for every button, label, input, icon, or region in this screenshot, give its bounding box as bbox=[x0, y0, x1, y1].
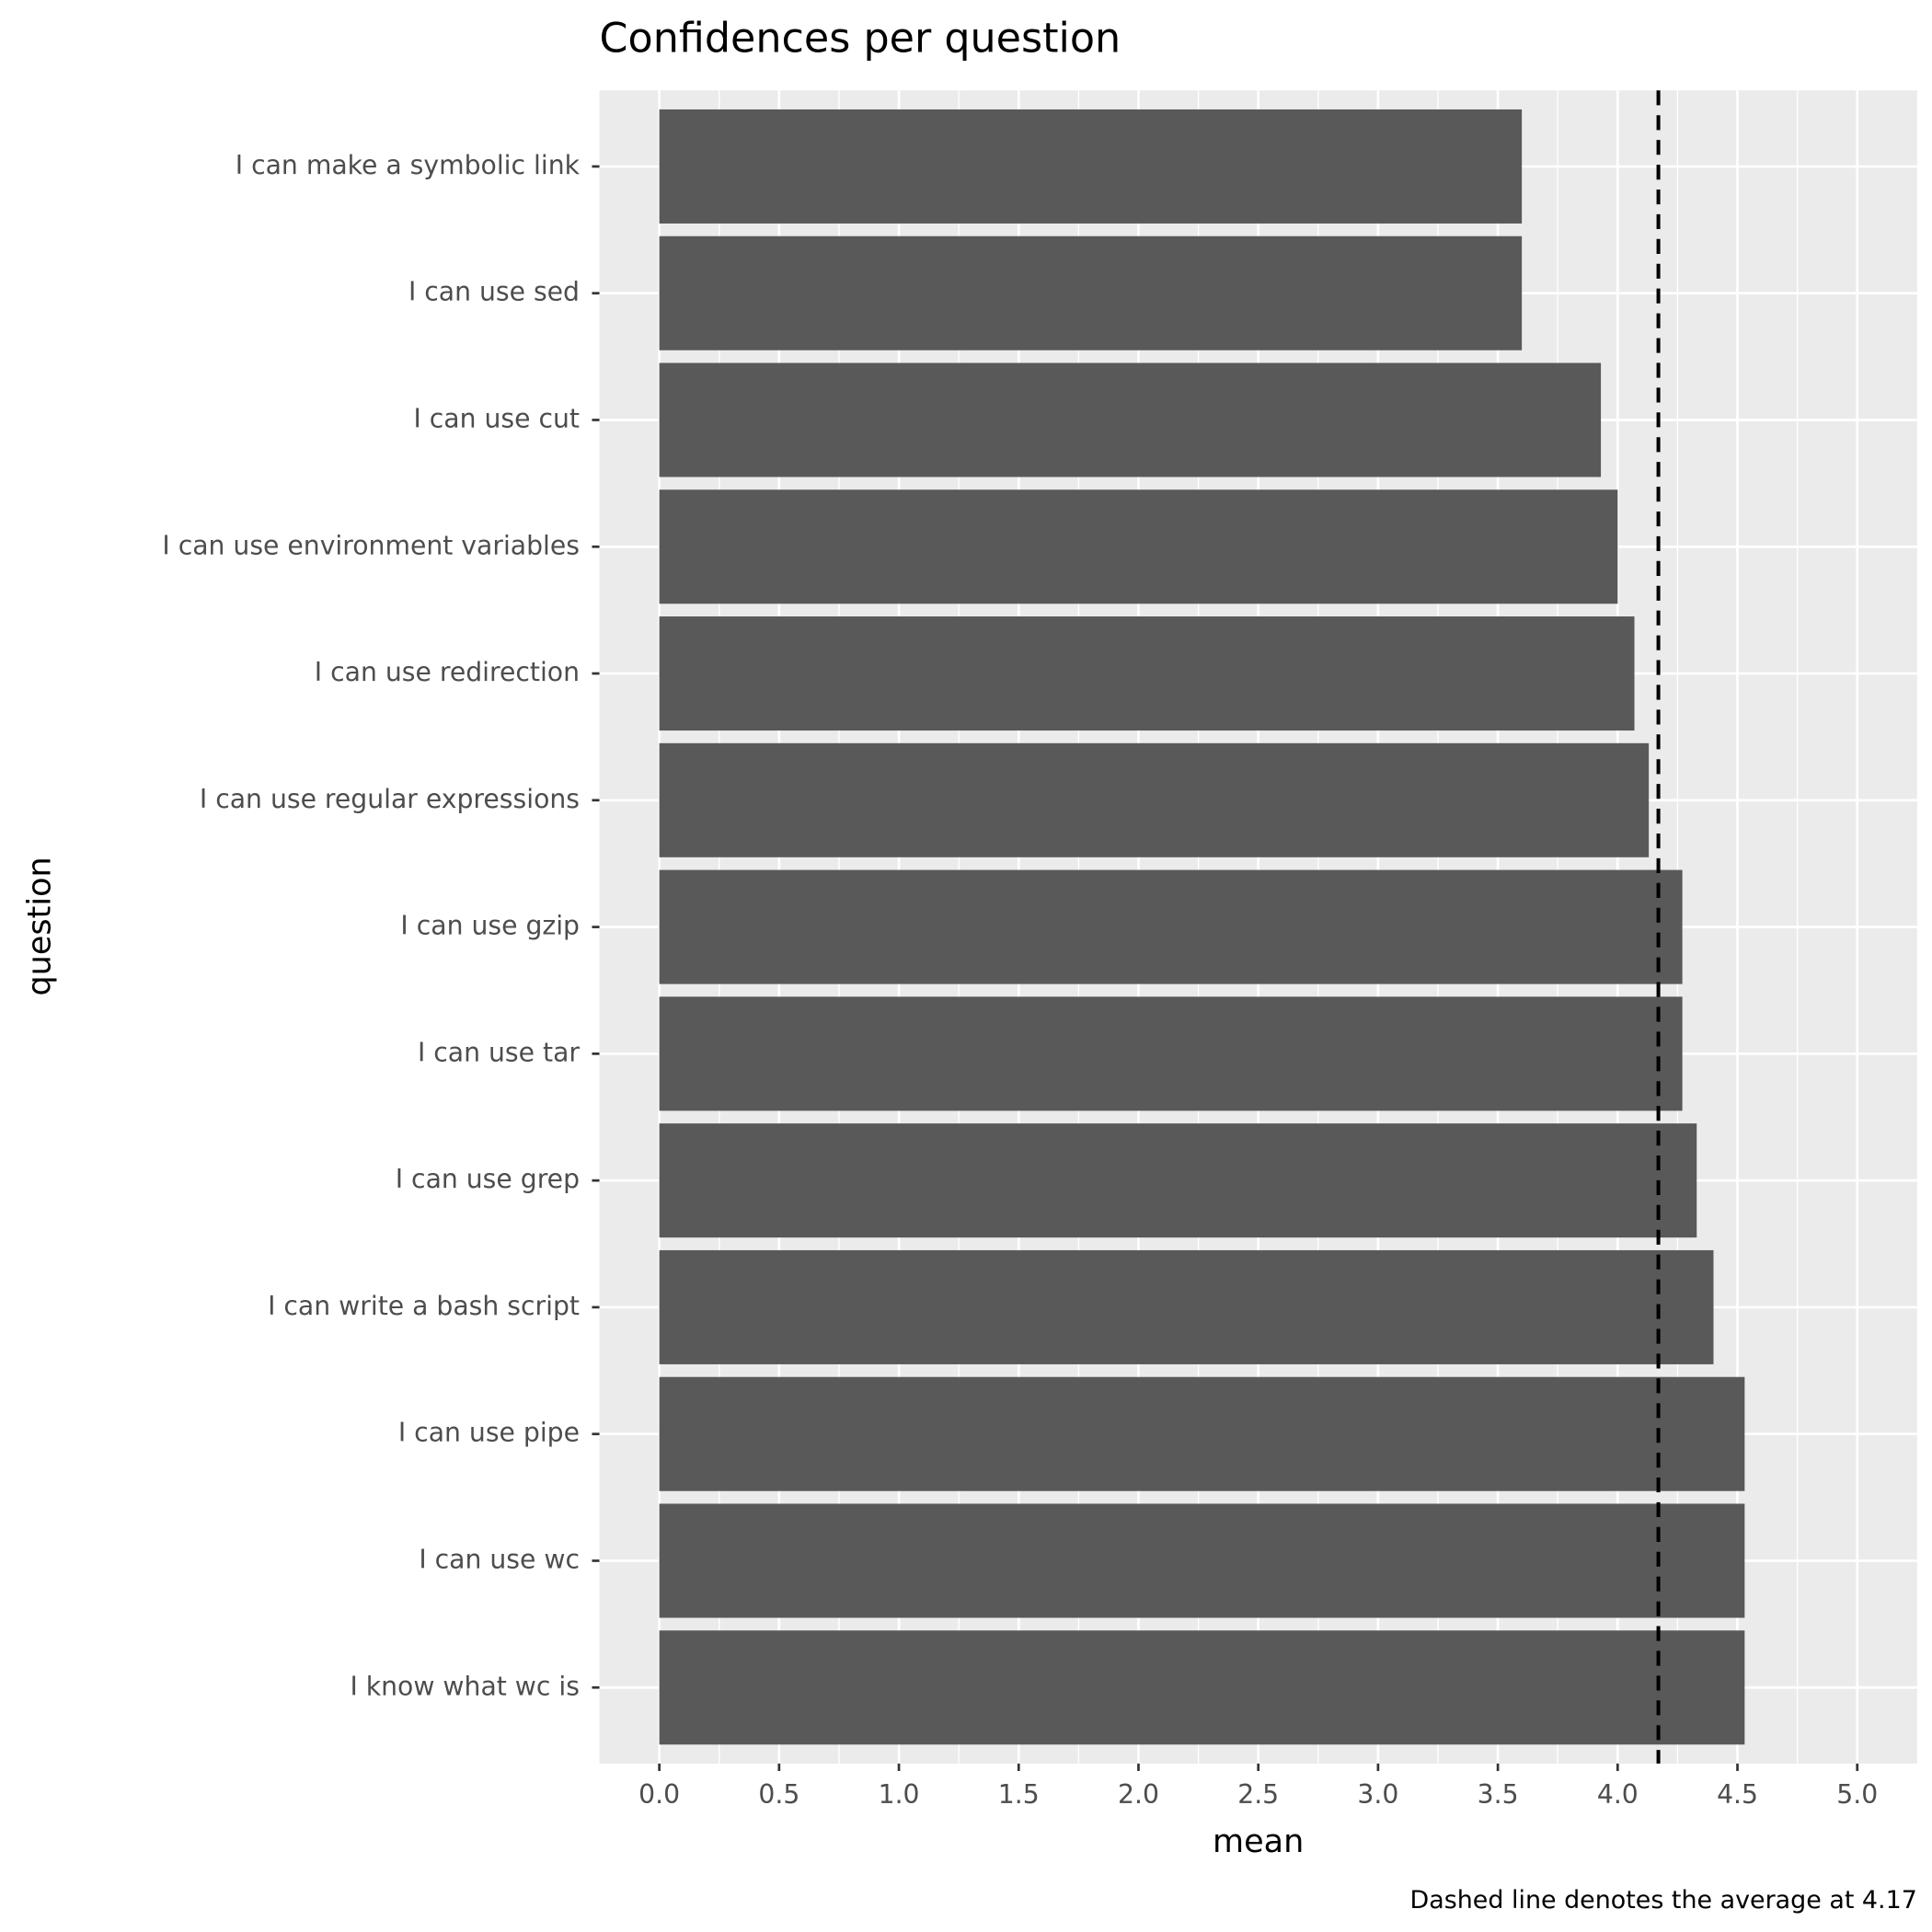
x-tick-label: 3.5 bbox=[1478, 1779, 1519, 1810]
x-axis-label: mean bbox=[1213, 1823, 1304, 1860]
x-tick-label: 3.0 bbox=[1357, 1779, 1398, 1810]
bar bbox=[659, 742, 1650, 857]
y-tick-label: I can use cut bbox=[413, 403, 580, 433]
x-tick-label: 0.5 bbox=[758, 1779, 799, 1810]
x-tick-label: 4.5 bbox=[1717, 1779, 1758, 1810]
y-tick-label: I can use regular expressions bbox=[200, 784, 580, 814]
bar bbox=[659, 109, 1523, 224]
x-tick-label: 0.0 bbox=[638, 1779, 680, 1810]
x-tick-label: 1.0 bbox=[879, 1779, 920, 1810]
x-tick-label: 2.5 bbox=[1237, 1779, 1279, 1810]
y-tick-label: I know what wc is bbox=[350, 1671, 580, 1701]
x-tick-label: 4.0 bbox=[1597, 1779, 1639, 1810]
bar bbox=[659, 236, 1523, 351]
chart-title: Confidences per question bbox=[600, 15, 1121, 62]
y-tick-label: I can use redirection bbox=[315, 657, 580, 687]
y-tick-label: I can use sed bbox=[408, 277, 580, 307]
y-axis-label: question bbox=[21, 857, 58, 995]
y-tick-label: I can use wc bbox=[419, 1544, 580, 1574]
y-tick-label: I can use pipe bbox=[398, 1418, 580, 1448]
y-tick-label: I can use tar bbox=[418, 1037, 580, 1067]
bar bbox=[659, 616, 1635, 731]
bar bbox=[659, 1630, 1745, 1745]
y-tick-label: I can use environment variables bbox=[162, 530, 580, 560]
caption: Dashed line denotes the average at 4.17 bbox=[1410, 1886, 1917, 1915]
bar bbox=[659, 489, 1618, 604]
x-tick-label: 1.5 bbox=[998, 1779, 1040, 1810]
y-tick-label: I can use gzip bbox=[400, 911, 580, 941]
bar bbox=[659, 1503, 1745, 1618]
y-tick-label: I can make a symbolic link bbox=[236, 150, 581, 180]
x-tick-label: 2.0 bbox=[1118, 1779, 1159, 1810]
bar bbox=[659, 869, 1683, 984]
bar bbox=[659, 1249, 1714, 1364]
x-tick-label: 5.0 bbox=[1836, 1779, 1878, 1810]
bar bbox=[659, 996, 1683, 1111]
bar bbox=[659, 362, 1602, 477]
y-tick-label: I can use grep bbox=[396, 1164, 580, 1194]
bar bbox=[659, 1376, 1745, 1491]
y-tick-label: I can write a bash script bbox=[268, 1291, 580, 1321]
bar bbox=[659, 1123, 1697, 1238]
